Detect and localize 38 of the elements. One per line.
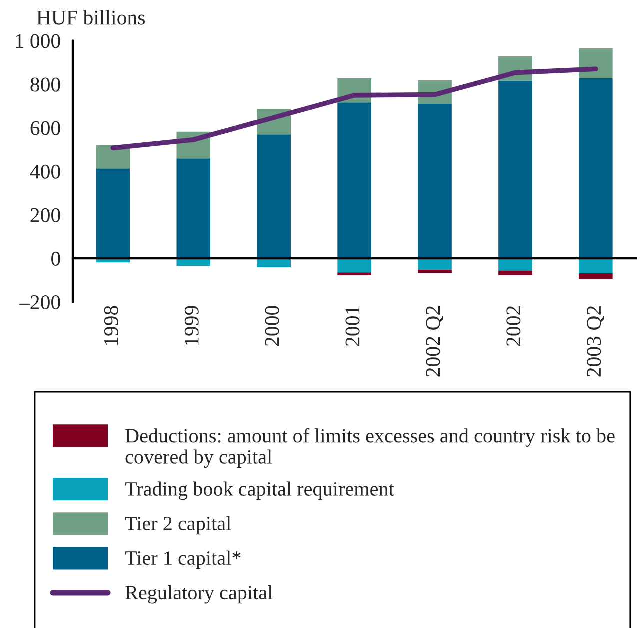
bar xyxy=(579,274,613,280)
legend-label: Regulatory capital xyxy=(126,585,273,604)
x-tick-label: 2002 xyxy=(506,306,521,346)
y-tick-label: –200 xyxy=(19,295,60,310)
bar xyxy=(579,78,613,259)
y-axis-title: HUF billions xyxy=(36,10,145,25)
x-tick-label: 2000 xyxy=(265,306,280,346)
bar xyxy=(257,134,291,259)
legend-label: Deductions: amount of limits excesses and country risk to be covered by capital xyxy=(126,428,615,468)
bar xyxy=(498,80,532,259)
x-tick-label: 2003 Q2 xyxy=(587,306,604,377)
bar xyxy=(176,158,211,259)
legend-label: Tier 1 capital* xyxy=(125,550,241,570)
bar xyxy=(418,104,452,259)
legend-label: Trading book capital requirement xyxy=(125,482,394,500)
bar xyxy=(338,258,372,273)
x-tick-label: 2001 xyxy=(346,306,360,346)
y-tick-label: 1 000 xyxy=(16,34,60,48)
x-tick-label: 2002 Q2 xyxy=(426,306,444,377)
y-tick-label: 600 xyxy=(30,121,60,136)
bar xyxy=(418,270,452,274)
bar xyxy=(498,258,532,271)
bar xyxy=(338,102,372,259)
y-tick-label: 0 xyxy=(52,252,60,266)
x-tick-label: 1999 xyxy=(184,306,199,346)
bar xyxy=(418,258,452,270)
y-tick-label: 400 xyxy=(30,164,60,179)
bar xyxy=(338,272,372,276)
line-series xyxy=(110,66,598,151)
y-tick-label: 200 xyxy=(30,208,60,222)
legend-label: Tier 2 capital xyxy=(125,516,232,535)
bar xyxy=(579,258,613,274)
bar xyxy=(579,48,613,78)
bar xyxy=(498,270,532,276)
bar xyxy=(257,258,291,268)
bar xyxy=(96,168,130,259)
y-tick-label: 800 xyxy=(30,78,60,92)
x-tick-label: 1998 xyxy=(104,306,118,346)
